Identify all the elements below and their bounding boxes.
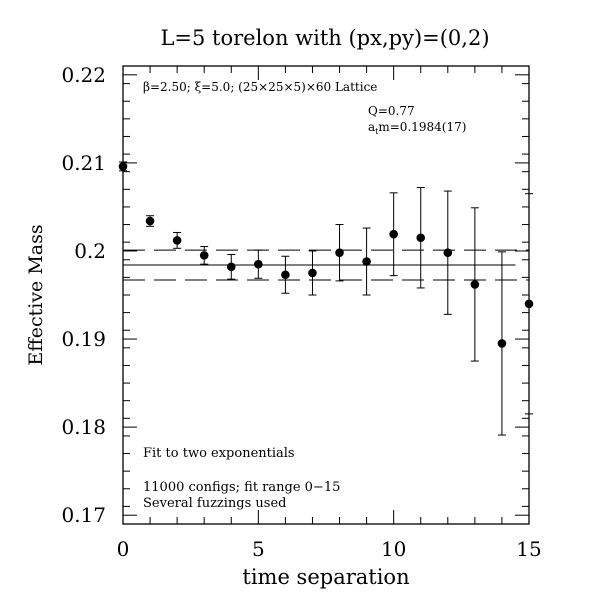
x-tick-label: 0 <box>117 537 130 561</box>
x-axis-label: time separation <box>242 565 409 589</box>
data-point <box>254 259 263 269</box>
y-tick-label: 0.19 <box>61 327 106 351</box>
x-tick-label: 15 <box>516 537 541 561</box>
x-tick-label: 5 <box>252 537 265 561</box>
mass-annotation: atm=0.1984(17) <box>368 120 466 136</box>
y-tick-label: 0.17 <box>61 503 106 527</box>
data-point <box>308 268 317 278</box>
chart-title: L=5 torelon with (px,py)=(0,2) <box>160 26 489 50</box>
data-point <box>362 257 371 266</box>
data-point <box>389 229 398 239</box>
x-tick-label: 10 <box>381 537 406 561</box>
data-point <box>335 248 344 258</box>
data-point <box>470 280 480 289</box>
configs-annotation: 11000 configs; fit range 0−15 <box>143 480 340 495</box>
data-point <box>226 262 236 272</box>
fit-band <box>123 249 529 281</box>
data-points <box>118 161 534 436</box>
plot-frame <box>122 65 530 525</box>
fit-annotation: Fit to two exponentials <box>143 446 295 461</box>
y-tick-label: 0.18 <box>61 415 106 439</box>
y-tick-label: 0.22 <box>61 63 106 87</box>
data-point <box>416 233 426 243</box>
data-point <box>199 251 209 260</box>
data-point <box>145 216 155 226</box>
data-point <box>172 236 182 245</box>
fuzzing-annotation: Several fuzzings used <box>143 496 287 511</box>
y-tick-label: 0.2 <box>74 239 106 263</box>
q-annotation: Q=0.77 <box>368 104 415 118</box>
y-axis-label: Effective Mass <box>25 224 47 365</box>
y-tick-label: 0.21 <box>61 151 106 175</box>
lattice-annotation: β=2.50; ξ=5.0; (25×25×5)×60 Lattice <box>143 80 377 94</box>
data-point <box>497 339 507 348</box>
data-point <box>281 270 290 280</box>
data-point <box>443 248 453 258</box>
